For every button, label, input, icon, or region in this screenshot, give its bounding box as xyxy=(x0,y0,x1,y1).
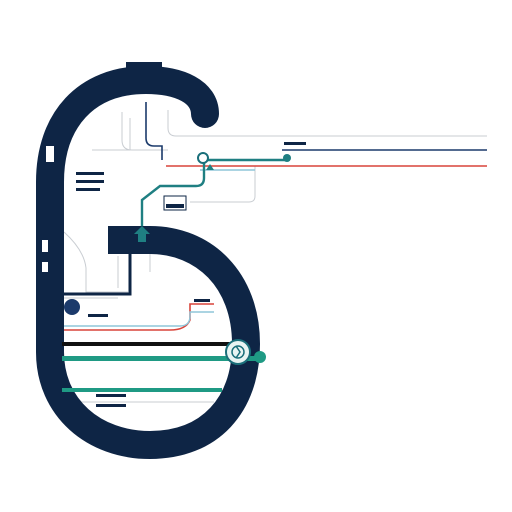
black-bar xyxy=(62,342,242,346)
guide-line-b xyxy=(121,112,168,151)
glyph-mark-left-1 xyxy=(76,172,104,175)
outer-loop-arc xyxy=(36,65,219,314)
compass-icon[interactable] xyxy=(225,339,251,365)
teal-bar xyxy=(62,356,258,361)
glyph-mark-bottom xyxy=(142,438,152,441)
guide-line-c xyxy=(167,110,487,137)
guide-line-d xyxy=(63,231,128,293)
loop-glyph-1 xyxy=(46,146,54,162)
light-blue-route-lower xyxy=(64,311,214,327)
teal-bar-thin xyxy=(62,388,222,392)
glyph-marks xyxy=(76,62,306,441)
loop-glyph-3 xyxy=(42,262,48,272)
glyph-mark-left-2 xyxy=(76,180,104,183)
guide-line-a xyxy=(92,118,131,151)
background-guides xyxy=(62,110,487,403)
guide-line-h xyxy=(190,166,256,203)
teal-route xyxy=(140,158,286,236)
glyph-mark-top-b xyxy=(134,84,150,88)
loop-glyph-2 xyxy=(42,240,48,252)
dot-icon[interactable] xyxy=(64,299,80,315)
glyph-mark-left-3 xyxy=(76,188,100,191)
teal-route-upper xyxy=(140,158,286,236)
glyph-mark-right-1 xyxy=(284,142,306,145)
arrow-junction-icon[interactable] xyxy=(134,226,150,242)
upper-branch-lines xyxy=(145,102,487,160)
junction-label-box xyxy=(163,195,187,211)
teal-terminal-dot[interactable] xyxy=(254,351,266,363)
center-bars xyxy=(62,342,258,392)
top-station-markers xyxy=(197,152,291,170)
glyph-mark-left-4 xyxy=(88,314,108,317)
branch-line-navy-1 xyxy=(145,102,163,160)
station-marker-3 xyxy=(206,164,214,170)
glyph-mark-left-5 xyxy=(96,394,126,397)
station-marker-2 xyxy=(283,154,291,162)
station-marker-1 xyxy=(197,152,209,164)
glyph-mark-left-6 xyxy=(96,404,126,407)
glyph-mark-right-2 xyxy=(194,299,210,302)
glyph-mark-top xyxy=(126,62,162,68)
lower-loop-ring xyxy=(36,226,261,460)
loop-glyph-marks xyxy=(42,146,54,272)
